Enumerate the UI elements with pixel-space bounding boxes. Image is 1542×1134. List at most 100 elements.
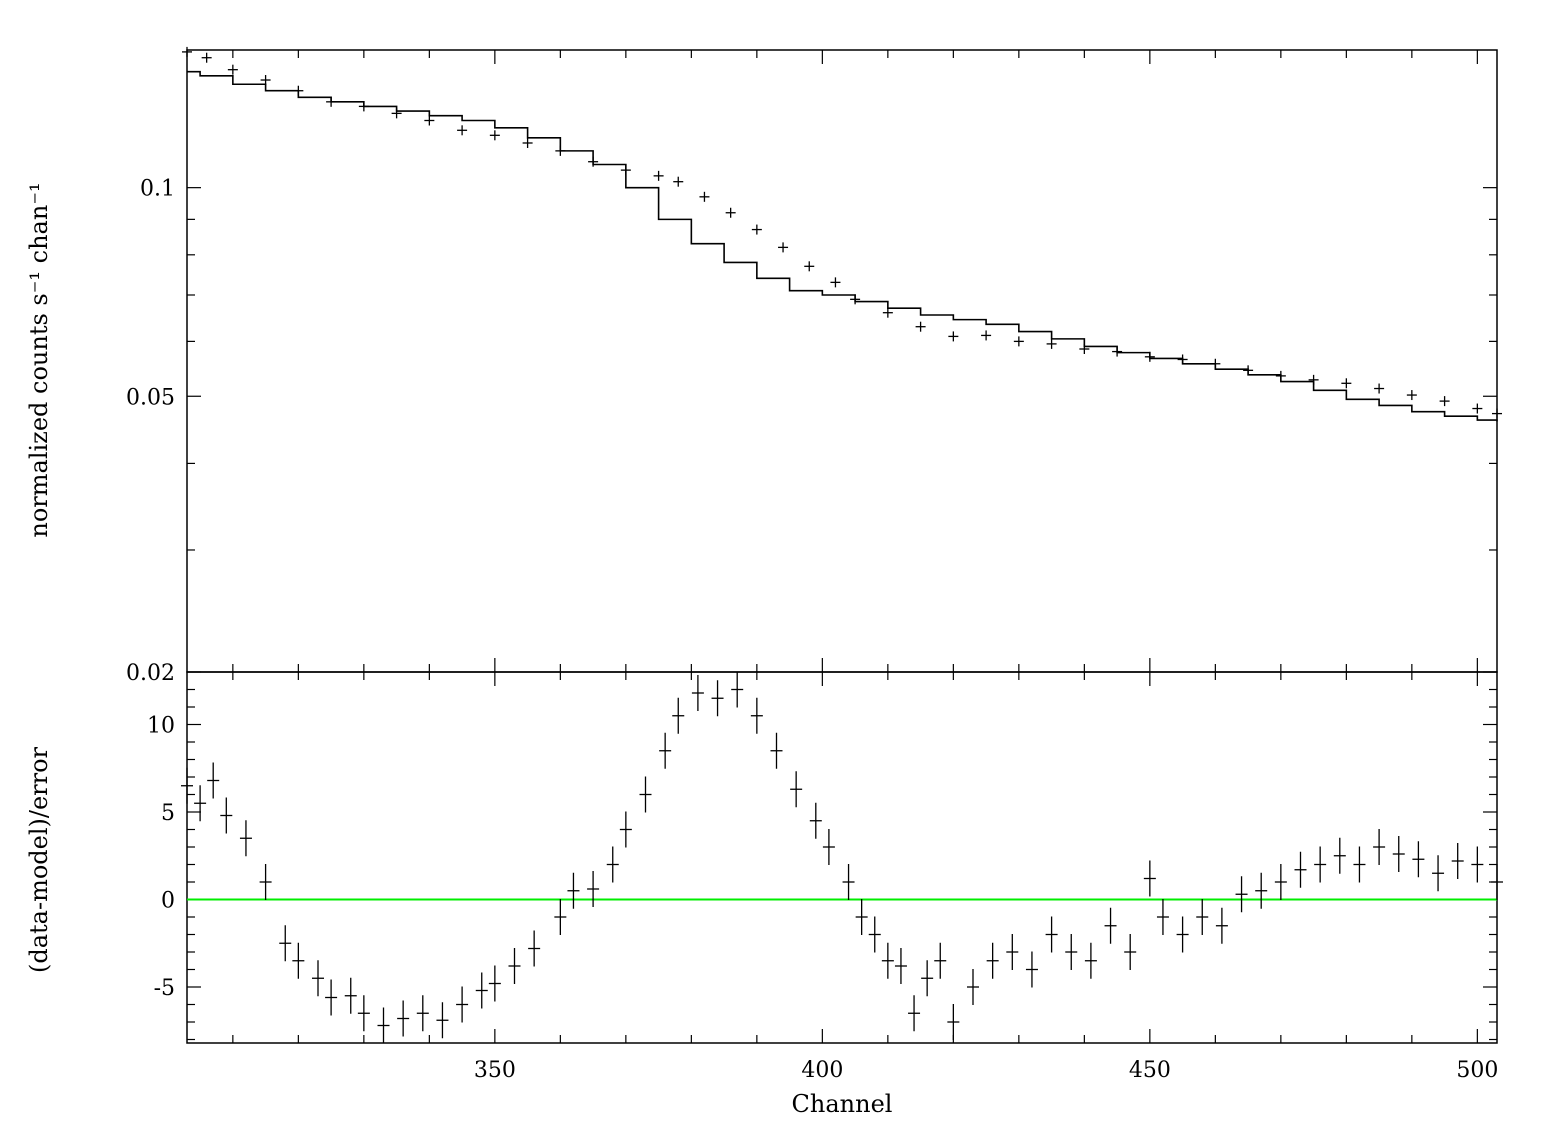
top-y-axis-title: normalized counts s⁻¹ chan⁻¹ — [25, 182, 53, 537]
data-point — [1177, 354, 1188, 365]
residual-point — [344, 977, 357, 1014]
data-point — [850, 294, 861, 305]
residual-point — [1353, 846, 1366, 883]
data-point — [981, 330, 992, 341]
y-tick-label: 5 — [161, 801, 175, 826]
data-point — [778, 242, 789, 253]
residual-point — [1412, 841, 1425, 878]
residual-point — [1065, 934, 1078, 970]
residual-point — [1432, 855, 1445, 892]
residual-point — [934, 942, 947, 979]
residual-point — [1333, 837, 1346, 874]
x-tick-label: 450 — [1129, 1058, 1171, 1083]
residual-point — [1176, 916, 1189, 953]
y-tick-label: 10 — [147, 714, 175, 739]
data-point — [830, 277, 841, 288]
residual-panel: 350 400 450 500 -5 0 5 10 — [147, 671, 1503, 1083]
residual-point — [1491, 864, 1503, 900]
residual-point — [207, 762, 220, 799]
data-point — [653, 170, 664, 181]
top-frame — [186, 49, 1498, 673]
data-point — [424, 115, 435, 126]
residual-point — [292, 942, 305, 979]
residual-point — [947, 1004, 960, 1040]
residual-point — [1215, 907, 1228, 944]
data-point — [457, 125, 468, 136]
data-point — [804, 261, 815, 272]
data-point — [1112, 346, 1123, 357]
data-point — [293, 85, 304, 96]
data-point — [489, 130, 500, 141]
data-point — [1472, 403, 1483, 414]
residual-point — [921, 960, 934, 997]
residual-point — [436, 1002, 449, 1039]
residual-point — [475, 972, 488, 1009]
data-point — [1439, 396, 1450, 407]
residual-point — [312, 960, 324, 997]
residual-point — [1451, 843, 1464, 879]
residual-point — [908, 995, 921, 1032]
residual-point — [1045, 916, 1058, 953]
residual-point — [325, 979, 338, 1016]
residual-point — [1104, 907, 1117, 944]
data-point — [555, 145, 566, 156]
residual-point — [194, 785, 207, 822]
data-point — [1079, 344, 1090, 355]
residual-point — [554, 899, 567, 935]
residual-point — [1006, 934, 1019, 970]
bottom-y-axis-title: (data-model)/error — [25, 746, 53, 973]
y-tick-label: 0.1 — [140, 177, 175, 202]
data-point — [1492, 408, 1502, 419]
data-point — [699, 191, 710, 202]
residual-point — [1025, 951, 1038, 988]
residual-point — [1373, 829, 1386, 865]
y-tick-label: 0 — [161, 889, 175, 914]
data-point — [201, 52, 212, 63]
residual-point — [181, 767, 193, 804]
residual-point — [279, 925, 292, 962]
data-point — [1243, 365, 1254, 376]
residual-point — [967, 969, 979, 1005]
data-point — [1046, 338, 1057, 349]
residual-point — [639, 776, 652, 813]
x-axis-title: Channel — [792, 1090, 893, 1118]
data-point — [326, 96, 337, 107]
residual-point — [528, 930, 541, 967]
residual-point — [809, 802, 822, 839]
data-point — [1275, 370, 1286, 381]
residual-point — [1274, 864, 1287, 900]
data-point — [1374, 383, 1385, 394]
bottom-frame — [186, 671, 1498, 1044]
residual-point — [750, 697, 763, 734]
model-step-line — [187, 70, 1498, 422]
data-point — [1210, 358, 1221, 369]
residual-point — [731, 672, 744, 708]
data-point — [358, 101, 369, 112]
data-point — [182, 46, 192, 57]
data-point — [391, 108, 402, 119]
residual-point — [456, 986, 469, 1023]
residual-point — [1314, 846, 1327, 883]
residual-point — [770, 732, 783, 769]
axis-labels: normalized counts s⁻¹ chan⁻¹ (data-model… — [25, 182, 892, 1118]
y-tick-label: 0.05 — [126, 385, 175, 410]
residual-point — [822, 829, 835, 865]
data-point — [948, 331, 959, 342]
residual-point — [842, 864, 855, 900]
residual-point — [1143, 860, 1156, 897]
x-tick-label: 400 — [801, 1058, 843, 1083]
y-tick-label: 0.02 — [126, 661, 175, 686]
data-point — [1406, 390, 1417, 401]
residual-point — [1124, 934, 1137, 970]
residual-point — [239, 820, 252, 857]
data-point — [751, 224, 762, 235]
data-point — [227, 64, 238, 75]
data-point — [588, 156, 599, 167]
data-point — [1013, 336, 1024, 347]
top-spectrum-panel: 0.02 0.05 0.1 — [126, 46, 1502, 686]
residual-point — [659, 732, 672, 769]
y-tick-label: -5 — [154, 976, 175, 1001]
residual-point — [619, 811, 632, 848]
residual-point — [606, 846, 619, 883]
